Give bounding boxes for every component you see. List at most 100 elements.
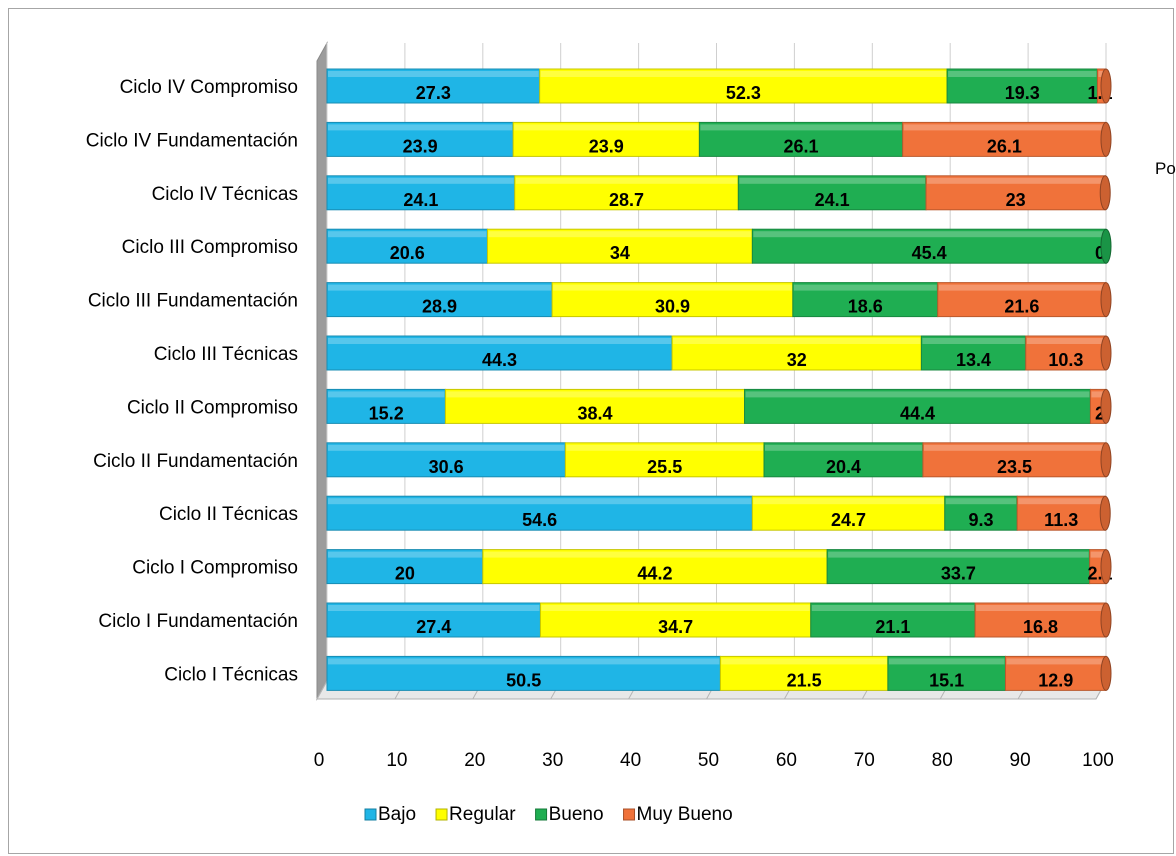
bar-highlight (945, 498, 1017, 505)
bar-segment-bajo (326, 282, 553, 318)
bar-segment-muy-bueno (925, 175, 1106, 211)
bar-highlight (483, 551, 827, 558)
legend-label: Bueno (549, 804, 604, 825)
bar-segment-bueno (751, 228, 1107, 264)
data-label: 32 (787, 350, 807, 370)
bar-row: 24.1 28.7 24.1 23 (326, 175, 1111, 211)
bar-highlight (673, 338, 921, 344)
x-tick-label-80: 80 (932, 750, 953, 771)
data-label: 27.3 (416, 83, 451, 103)
bar-highlight (328, 658, 720, 665)
bar-highlight (328, 124, 513, 131)
legend-item-muy-bueno: Muy Bueno (623, 804, 733, 825)
data-label: 21.5 (787, 670, 822, 690)
bar-end-cap (1100, 442, 1112, 478)
bar-highlight (1090, 551, 1105, 558)
bar-segment-bajo (326, 388, 446, 424)
bar-row: 27.4 34.7 21.1 16.8 (326, 602, 1112, 638)
bar-end-cap (1100, 68, 1112, 104)
category-label: Ciclo I Compromiso (132, 558, 298, 579)
bar-row: 27.3 52.3 19.3 1.1 (326, 68, 1113, 104)
bar-segment-bueno (944, 495, 1018, 531)
x-tick-label-50: 50 (698, 750, 719, 771)
bar-highlight (1018, 498, 1105, 505)
bar-highlight (976, 605, 1105, 611)
data-label: 11.3 (1044, 510, 1078, 530)
bar-segment-regular (514, 175, 739, 211)
bar-highlight (721, 658, 887, 665)
bar-highlight (488, 231, 752, 238)
category-label: Ciclo IV Fundamentación (86, 130, 298, 151)
bar-segment-regular (486, 228, 753, 264)
bar-highlight (765, 444, 922, 451)
data-label: 20.6 (390, 243, 425, 263)
category-label: Ciclo III Fundamentación (88, 291, 298, 312)
floor-gridline-0 (316, 680, 328, 700)
bar-highlight (811, 605, 975, 611)
bar-highlight (745, 391, 1090, 398)
bar-highlight (922, 338, 1025, 344)
bar-segment-regular (751, 495, 946, 531)
x-tick-label-60: 60 (776, 750, 797, 771)
bar-row: 54.6 24.7 9.3 11.3 (326, 495, 1111, 531)
data-label: 25.5 (647, 457, 682, 477)
bar-segment-bajo (326, 228, 488, 264)
bar-segment-bueno (744, 388, 1091, 424)
bar-segment-regular (482, 549, 828, 585)
category-label: Ciclo II Fundamentación (93, 451, 298, 472)
bar-highlight (828, 551, 1089, 558)
data-label: 23.9 (589, 136, 624, 156)
data-label: 50.5 (506, 670, 541, 690)
bar-segment-muy-bueno (1025, 335, 1107, 371)
data-label: 19.3 (1005, 83, 1040, 103)
bar-row: 23.9 23.9 26.1 26.1 (326, 121, 1112, 157)
category-label: Ciclo III Técnicas (154, 344, 298, 365)
x-tick-label-30: 30 (542, 750, 563, 771)
bar-end-cap (1100, 228, 1112, 264)
bar-highlight (328, 391, 445, 398)
bar-highlight (1091, 391, 1105, 398)
bar-highlight (540, 71, 947, 77)
bars: 27.3 52.3 19.3 1.123.9 23.9 26.1 26.124.1 28.7 2… (326, 68, 1113, 691)
bar-end-cap (1100, 602, 1112, 638)
category-label: Ciclo IV Técnicas (152, 184, 298, 205)
bar-segment-regular (444, 388, 746, 424)
bar-segment-regular (539, 602, 812, 638)
bar-highlight (328, 444, 565, 451)
bar-highlight (328, 231, 487, 238)
data-label: 28.7 (609, 190, 644, 210)
bar-segment-bajo (326, 655, 721, 691)
data-label: 23 (1006, 190, 1026, 210)
data-label: 21.1 (875, 617, 910, 637)
category-label: Ciclo I Fundamentación (98, 611, 298, 632)
bar-highlight (328, 551, 482, 558)
data-label: 44.2 (637, 564, 672, 584)
legend: Bajo Regular Bueno Muy Bueno (364, 804, 733, 825)
category-label: Ciclo III Compromiso (122, 237, 298, 258)
bar-end-cap (1100, 335, 1112, 371)
bar-end-cap (1100, 282, 1112, 318)
category-label: Ciclo II Compromiso (127, 397, 298, 418)
bar-highlight (328, 177, 514, 184)
data-label: 15.1 (929, 670, 964, 690)
data-label: 34 (610, 243, 630, 263)
data-label: 26.1 (783, 136, 818, 156)
data-label: 23.9 (403, 136, 438, 156)
data-label: 16.8 (1023, 617, 1058, 637)
bar-highlight (923, 444, 1105, 451)
bar-highlight (938, 284, 1105, 291)
bar-end-cap (1099, 495, 1111, 531)
bar-row: 20 44.2 33.7 2.1 (326, 549, 1113, 585)
data-label: 52.3 (726, 83, 761, 103)
bar-segment-bueno (920, 335, 1027, 371)
legend-swatch (364, 808, 377, 821)
legend-swatch (435, 808, 448, 821)
x-axis-ticks: 0 10 20 30 40 50 60 70 80 90 100 (314, 750, 1114, 771)
data-label: 33.7 (941, 564, 976, 584)
bar-highlight (328, 71, 539, 77)
data-label: 21.6 (1004, 297, 1039, 317)
bar-segment-muy-bueno (937, 282, 1107, 318)
x-tick-label-40: 40 (620, 750, 641, 771)
x-tick-label-10: 10 (386, 750, 407, 771)
bar-segment-bueno (737, 175, 927, 211)
